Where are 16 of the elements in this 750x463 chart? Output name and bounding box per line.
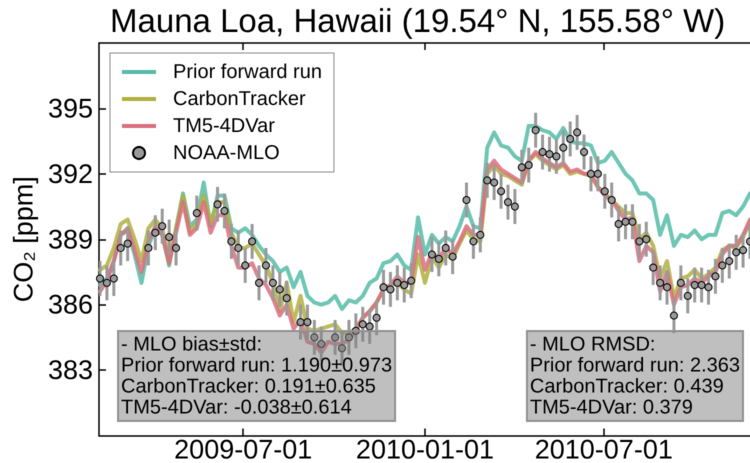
x-tick-label: 2009-07-01 <box>174 434 312 463</box>
legend-label: NOAA-MLO <box>173 142 280 164</box>
chart-title: Mauna Loa, Hawaii (19.54° N, 155.58° W) <box>110 2 726 39</box>
y-tick-label: 395 <box>48 93 93 124</box>
y-axis-title: CO₂ [ppm] <box>8 176 39 302</box>
x-tick-label: 2010-07-01 <box>534 434 673 463</box>
annotation: - MLO RMSD: Prior forward run: 2.363 CarbonTracker: 0.439 TM5-4DVar: 0.379 <box>530 334 740 418</box>
x-tick-label: 2010-01-01 <box>356 434 494 463</box>
y-tick-label: 386 <box>48 290 93 320</box>
y-tick-label: 383 <box>48 355 93 386</box>
annotation: - MLO bias±std: Prior forward run: 1.190±0.973 CarbonTracker: 0.191±0.635 TM5-4DVar: -0.038±0.614 <box>121 334 392 418</box>
legend-label: CarbonTracker <box>173 88 306 110</box>
legend-label: TM5-4DVar <box>173 115 276 137</box>
y-tick-label: 392 <box>48 158 93 189</box>
legend-label: Prior forward run <box>173 61 322 83</box>
y-tick-label: 389 <box>48 224 93 254</box>
